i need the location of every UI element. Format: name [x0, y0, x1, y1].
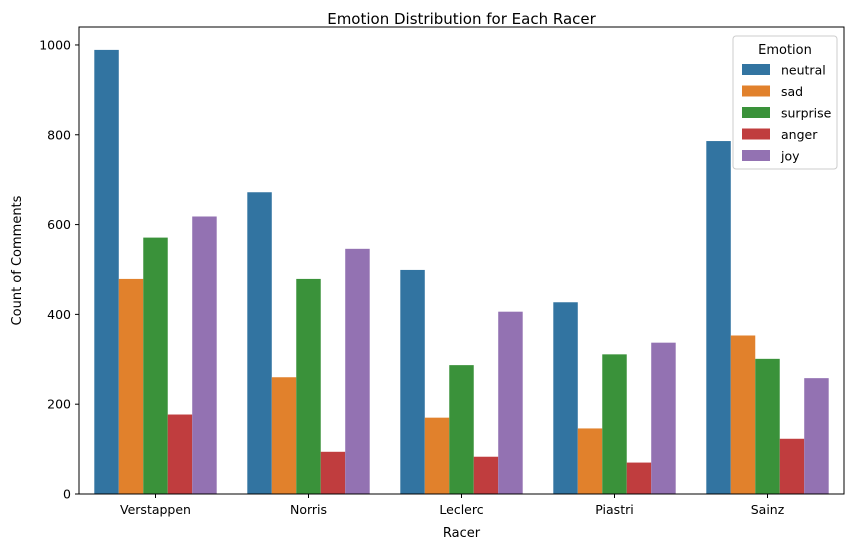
legend-swatch-anger [742, 128, 770, 140]
legend: Emotion neutral sad surprise anger joy [732, 35, 838, 170]
y-tick-label: 200 [47, 397, 71, 412]
bar-neutral-sainz [706, 141, 731, 494]
bar-joy-sainz [804, 378, 829, 494]
y-tick-label: 800 [47, 127, 71, 142]
bar-anger-sainz [779, 438, 805, 494]
y-tick-label: 0 [63, 487, 71, 502]
legend-swatch-sad [742, 85, 770, 97]
x-axis-label: Racer [443, 526, 481, 541]
bar-surprise-leclerc [449, 365, 474, 494]
bar-joy-leclerc [498, 311, 523, 494]
chart-title: Emotion Distribution for Each Racer [327, 10, 596, 28]
legend-title: Emotion [758, 43, 812, 58]
legend-label-joy: joy [780, 149, 800, 164]
bar-neutral-verstappen [94, 49, 119, 495]
y-tick-label: 600 [47, 217, 71, 232]
bar-surprise-norris [296, 278, 321, 494]
x-tick-label: Sainz [751, 502, 785, 517]
bar-joy-verstappen [192, 216, 217, 495]
legend-label-sad: sad [781, 84, 803, 99]
y-axis: 0 200 400 600 800 1000 [39, 37, 79, 502]
bar-surprise-verstappen [143, 237, 168, 494]
legend-label-anger: anger [781, 127, 818, 142]
bars-group [94, 49, 829, 495]
bar-neutral-piastri [553, 302, 578, 494]
x-tick-label: Norris [290, 502, 327, 517]
x-tick-label: Piastri [595, 502, 633, 517]
legend-swatch-neutral [742, 64, 770, 75]
legend-items: neutral sad surprise anger joy [742, 63, 832, 164]
bar-neutral-norris [247, 192, 272, 494]
y-axis-label: Count of Comments [10, 195, 25, 325]
x-tick-label: Verstappen [120, 502, 191, 517]
legend-swatch-joy [742, 150, 770, 161]
bar-surprise-piastri [602, 354, 627, 494]
bar-sad-verstappen [118, 278, 144, 494]
bar-surprise-sainz [755, 358, 780, 494]
bar-sad-sainz [730, 335, 756, 494]
bar-anger-leclerc [473, 456, 499, 494]
bar-joy-norris [345, 248, 370, 494]
legend-swatch-surprise [742, 107, 770, 118]
bar-sad-norris [271, 377, 297, 494]
x-axis: Verstappen Norris Leclerc Piastri Sainz [120, 494, 785, 517]
bar-anger-verstappen [167, 414, 193, 494]
x-tick-label: Leclerc [439, 502, 483, 517]
y-tick-label: 400 [47, 307, 71, 322]
bar-anger-norris [320, 451, 346, 494]
bar-anger-piastri [626, 462, 652, 494]
bar-joy-piastri [651, 342, 676, 494]
legend-label-neutral: neutral [781, 63, 826, 78]
bar-neutral-leclerc [400, 269, 425, 494]
bar-sad-piastri [577, 428, 603, 494]
bar-sad-leclerc [424, 417, 450, 494]
legend-label-surprise: surprise [781, 106, 832, 121]
y-tick-label: 1000 [39, 37, 71, 52]
